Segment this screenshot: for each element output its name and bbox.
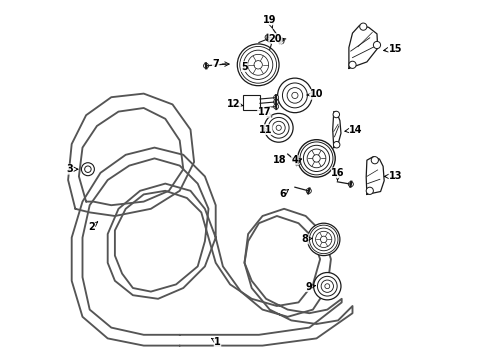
Circle shape bbox=[300, 142, 332, 175]
Text: 10: 10 bbox=[306, 89, 323, 99]
Circle shape bbox=[320, 236, 326, 243]
Circle shape bbox=[370, 157, 378, 164]
Circle shape bbox=[268, 117, 288, 138]
Circle shape bbox=[291, 92, 297, 99]
Text: 9: 9 bbox=[305, 282, 315, 292]
Text: 4: 4 bbox=[291, 155, 301, 165]
Circle shape bbox=[347, 182, 353, 187]
Circle shape bbox=[84, 166, 91, 172]
Circle shape bbox=[273, 95, 278, 100]
Text: 8: 8 bbox=[301, 234, 311, 244]
Circle shape bbox=[373, 41, 380, 49]
Circle shape bbox=[312, 228, 334, 251]
Circle shape bbox=[203, 63, 208, 68]
Circle shape bbox=[273, 99, 278, 104]
Circle shape bbox=[81, 163, 94, 176]
Circle shape bbox=[306, 149, 325, 168]
Circle shape bbox=[239, 46, 276, 83]
Text: 15: 15 bbox=[383, 44, 402, 54]
Circle shape bbox=[247, 54, 268, 75]
Circle shape bbox=[295, 160, 300, 165]
Polygon shape bbox=[348, 25, 377, 68]
Text: 13: 13 bbox=[384, 171, 402, 181]
Circle shape bbox=[321, 280, 333, 292]
Polygon shape bbox=[366, 157, 384, 194]
Circle shape bbox=[313, 273, 340, 300]
Text: 7: 7 bbox=[212, 59, 229, 69]
Circle shape bbox=[286, 87, 302, 103]
Circle shape bbox=[309, 225, 337, 254]
Bar bbox=[242, 95, 260, 110]
Text: 19: 19 bbox=[263, 15, 276, 28]
Circle shape bbox=[324, 284, 329, 289]
Text: 20: 20 bbox=[268, 33, 283, 44]
Text: 1: 1 bbox=[211, 337, 221, 347]
Circle shape bbox=[237, 44, 279, 86]
Text: 3: 3 bbox=[66, 164, 78, 174]
Circle shape bbox=[312, 155, 320, 162]
Text: 2: 2 bbox=[88, 222, 98, 232]
Circle shape bbox=[333, 141, 339, 148]
Text: 6: 6 bbox=[278, 189, 288, 199]
Circle shape bbox=[279, 39, 284, 44]
Circle shape bbox=[348, 61, 355, 68]
Text: 17: 17 bbox=[257, 107, 271, 117]
Circle shape bbox=[297, 140, 335, 177]
Circle shape bbox=[277, 78, 311, 113]
Text: 18: 18 bbox=[272, 155, 286, 165]
Circle shape bbox=[303, 145, 329, 171]
Text: 11: 11 bbox=[258, 125, 272, 135]
Circle shape bbox=[305, 188, 311, 193]
Circle shape bbox=[315, 231, 331, 248]
Circle shape bbox=[359, 23, 366, 30]
Circle shape bbox=[253, 60, 262, 69]
Circle shape bbox=[264, 35, 269, 40]
Circle shape bbox=[366, 187, 373, 194]
Text: 16: 16 bbox=[331, 168, 344, 181]
Text: 5: 5 bbox=[241, 62, 247, 72]
Circle shape bbox=[243, 50, 272, 80]
Circle shape bbox=[282, 83, 307, 108]
Polygon shape bbox=[332, 112, 340, 148]
Circle shape bbox=[332, 111, 339, 118]
Circle shape bbox=[272, 121, 285, 134]
Circle shape bbox=[264, 113, 292, 142]
Circle shape bbox=[276, 125, 281, 130]
Text: 14: 14 bbox=[344, 125, 362, 135]
Circle shape bbox=[307, 223, 339, 256]
Circle shape bbox=[273, 104, 278, 109]
Text: 12: 12 bbox=[226, 99, 243, 109]
Circle shape bbox=[317, 276, 336, 296]
